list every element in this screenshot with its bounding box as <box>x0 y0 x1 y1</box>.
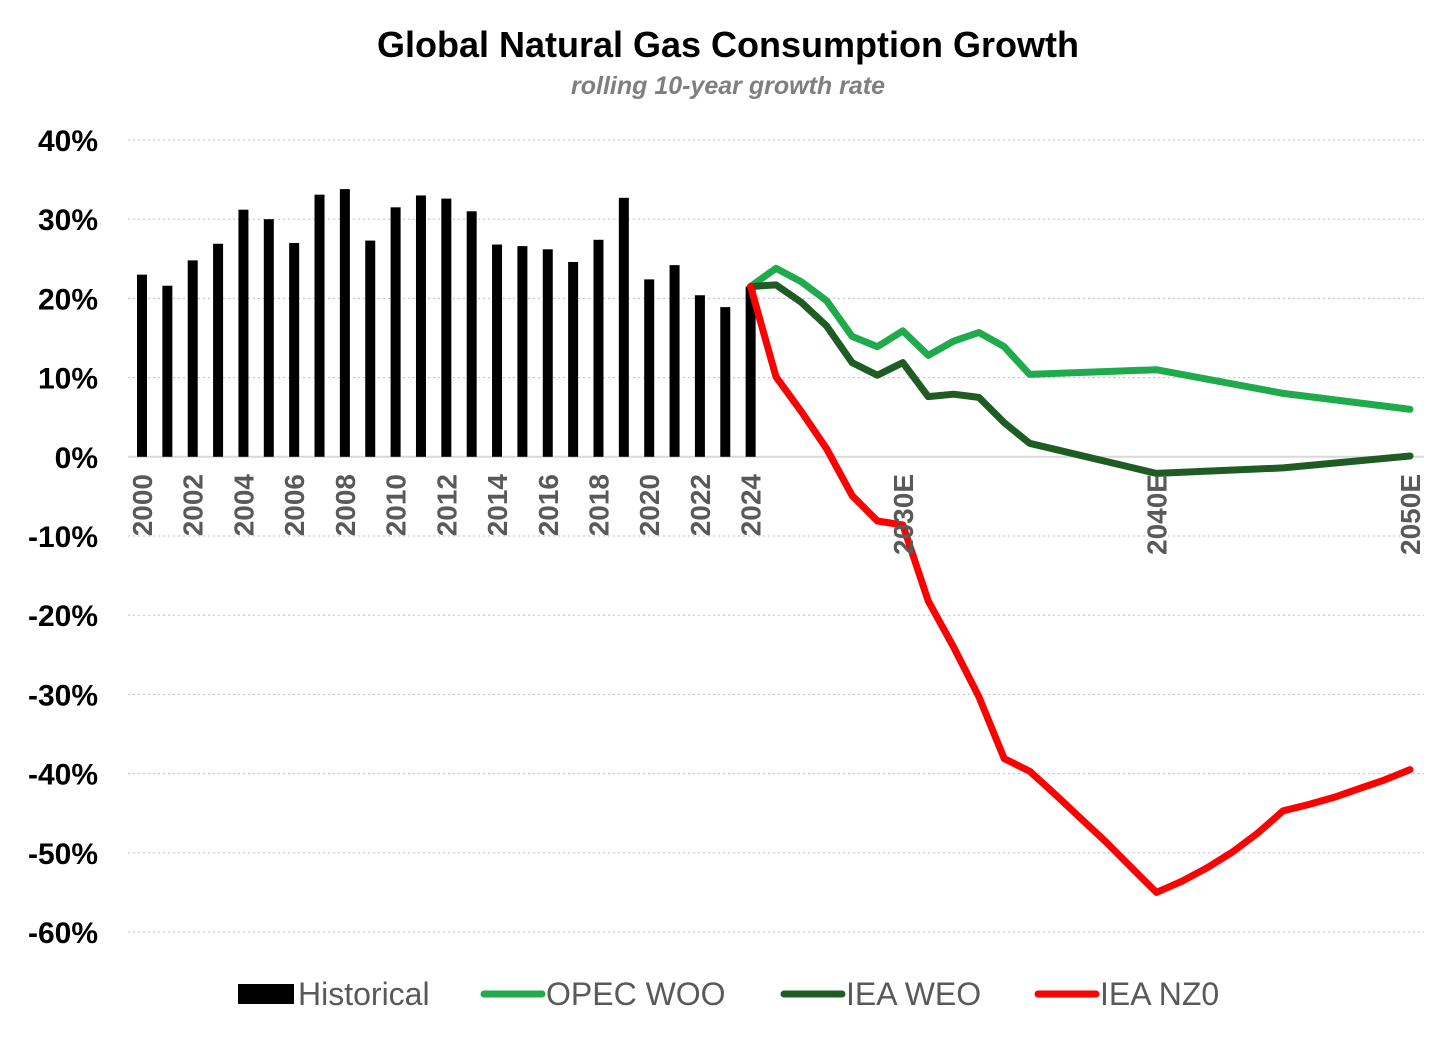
historical-bar <box>669 265 680 457</box>
historical-bar <box>213 243 224 457</box>
legend-item: OPEC WOO <box>480 976 726 1012</box>
historical-bar <box>593 239 604 457</box>
x-tick-label: 2010 <box>381 474 412 536</box>
projection-lines <box>747 264 1414 896</box>
historical-bar <box>441 198 452 457</box>
x-tick-label: 2020 <box>634 474 665 536</box>
historical-bar <box>618 197 629 457</box>
y-tick-label: 0% <box>55 442 98 475</box>
historical-bar <box>466 211 477 457</box>
legend-swatch <box>238 984 294 1004</box>
x-tick-label: 2004 <box>228 474 259 537</box>
historical-bar <box>745 286 756 457</box>
legend-item: IEA WEO <box>780 976 981 1012</box>
legend-label: IEA WEO <box>846 976 981 1012</box>
y-tick-label: 30% <box>38 204 98 237</box>
y-tick-label: -60% <box>28 917 98 950</box>
x-tick-label: 2002 <box>178 474 209 536</box>
series-line-iea-weo <box>747 281 1414 477</box>
y-tick-label: 40% <box>38 125 98 158</box>
historical-bar <box>263 219 274 457</box>
x-tick-label: 2022 <box>685 474 716 536</box>
historical-bar <box>492 244 503 457</box>
historical-bar <box>365 240 376 457</box>
x-tick-label: 2030E <box>888 474 919 555</box>
y-tick-label: -30% <box>28 679 98 712</box>
historical-bar <box>568 261 579 457</box>
historical-bar <box>137 274 147 457</box>
historical-bar <box>238 209 249 457</box>
historical-bar <box>415 195 426 457</box>
historical-bar <box>694 295 705 457</box>
legend-item: Historical <box>238 976 430 1012</box>
y-axis-ticks: 40% 30% 20% 10% 0% -10% -20% -30% -40% -50% -60% <box>28 125 98 950</box>
series-line-iea-nz0 <box>747 283 1414 896</box>
x-tick-label: 2016 <box>533 474 564 536</box>
x-tick-label: 2014 <box>482 474 513 537</box>
x-tick-label: 2050E <box>1395 474 1426 555</box>
x-tick-label: 2040E <box>1141 474 1172 555</box>
x-tick-label: 2012 <box>431 474 462 536</box>
historical-bar <box>162 285 173 457</box>
legend-label: Historical <box>298 976 430 1012</box>
series-line-opec-woo <box>747 264 1414 413</box>
chart-subtitle: rolling 10-year growth rate <box>571 72 885 100</box>
historical-bar <box>720 307 731 457</box>
x-tick-label: 2006 <box>279 474 310 536</box>
historical-bar <box>339 189 350 457</box>
historical-bar <box>517 246 528 457</box>
y-tick-label: 10% <box>38 363 98 396</box>
historical-bars <box>137 189 756 457</box>
y-tick-label: -50% <box>28 838 98 871</box>
legend-item: IEA NZ0 <box>1034 976 1219 1012</box>
chart-title: Global Natural Gas Consumption Growth <box>377 24 1079 65</box>
y-tick-label: -10% <box>28 521 98 554</box>
y-tick-label: -20% <box>28 600 98 633</box>
historical-bar <box>644 279 655 457</box>
y-tick-label: 20% <box>38 283 98 316</box>
historical-bar <box>390 207 401 457</box>
x-tick-label: 2008 <box>330 474 361 536</box>
x-tick-label: 2024 <box>736 474 767 537</box>
historical-bar <box>187 260 198 457</box>
x-tick-label: 2000 <box>127 474 158 536</box>
legend: Historical OPEC WOO IEA WEO IEA NZ0 <box>238 976 1219 1012</box>
y-tick-label: -40% <box>28 759 98 792</box>
historical-bar <box>542 249 553 457</box>
legend-label: OPEC WOO <box>546 976 726 1012</box>
x-axis-ticks: 2000 2002 2004 2006 2008 2010 2012 2014 2016 2018… <box>127 474 1426 555</box>
legend-label: IEA NZ0 <box>1100 976 1219 1012</box>
x-tick-label: 2018 <box>583 474 614 536</box>
historical-bar <box>314 194 325 457</box>
historical-bar <box>289 242 300 457</box>
